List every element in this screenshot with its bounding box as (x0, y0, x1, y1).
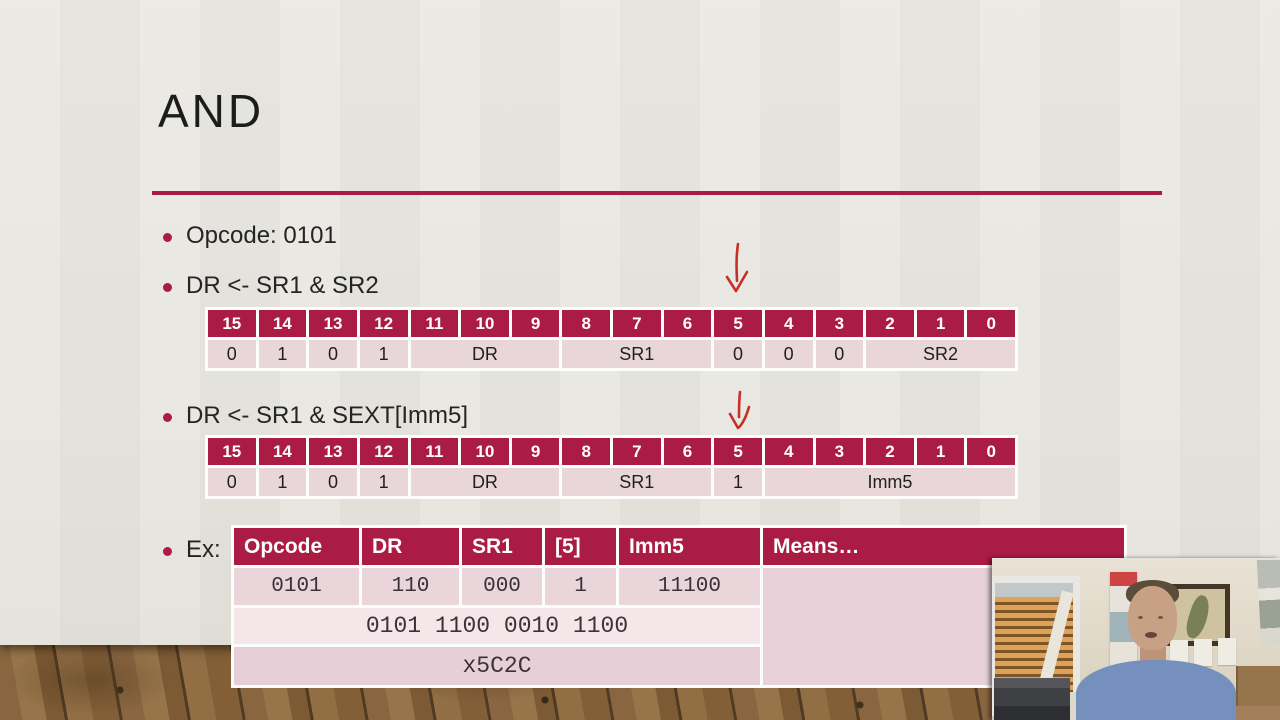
bit-number-cell: 15 (208, 438, 256, 465)
bitfield-table-immediate-form: 15 14 13 12 11 10 9 8 7 6 5 4 3 2 1 0 0 1 0 1 DR SR1 1 Imm5 (205, 435, 1018, 499)
example-cell-sr1: 000 (462, 568, 542, 605)
bit-value-cell: 1 (359, 340, 408, 368)
bit-number-cell: 10 (461, 310, 509, 337)
bit-number-cell: 3 (815, 438, 864, 465)
bit-value-cell: 0 (309, 340, 357, 368)
bullet-register-form: DR <- SR1 & SR2 (163, 272, 379, 300)
example-header-opcode: Opcode (234, 528, 359, 565)
bit-number-cell: 12 (359, 310, 408, 337)
bit-number-cell: 4 (764, 310, 813, 337)
bit-value-cell: 1 (714, 468, 762, 496)
bit-number-cell: 4 (764, 438, 813, 465)
bullet-opcode-label: Opcode: 0101 (186, 222, 337, 249)
bit-number-cell: 12 (359, 438, 408, 465)
bullet-immediate-form-label: DR <- SR1 & SEXT[Imm5] (186, 402, 469, 429)
bit-value-cell: 1 (258, 340, 307, 368)
bit-value-cell: 0 (714, 340, 762, 368)
bit-number-cell: 11 (410, 438, 459, 465)
example-cell-binary: 0101 1100 0010 1100 (234, 608, 760, 644)
bit-value-cell: 0 (309, 468, 357, 496)
slide-title: AND (158, 85, 265, 137)
bit-number-cell: 6 (663, 438, 712, 465)
bullet-immediate-form: DR <- SR1 & SEXT[Imm5] (163, 402, 468, 430)
pinned-paper (1194, 639, 1212, 666)
bit-number-cell: 7 (613, 310, 661, 337)
bit-value-cell: 1 (359, 468, 408, 496)
bullet-dot (163, 282, 172, 292)
bit-number-cell: 2 (866, 310, 914, 337)
example-cell-imm5: 11100 (619, 568, 760, 605)
bit-number-cell: 13 (309, 438, 357, 465)
bit-number-cell: 0 (967, 310, 1015, 337)
pinned-paper (1218, 638, 1236, 665)
bit-number-cell: 14 (258, 438, 307, 465)
bit-number-cell: 8 (562, 310, 610, 337)
bit-number-cell: 1 (916, 310, 965, 337)
bullet-dot (163, 232, 172, 242)
person-eye (1138, 616, 1143, 619)
example-header-dr: DR (362, 528, 459, 565)
example-header-imm5: Imm5 (619, 528, 760, 565)
person-mouth (1145, 632, 1157, 638)
example-table: Opcode DR SR1 [5] Imm5 Means… 0101 110 0… (231, 525, 1127, 688)
printer (994, 678, 1070, 720)
bit-number-cell: 0 (967, 438, 1015, 465)
bit-value-cell: SR1 (562, 468, 712, 496)
cardboard-box (1236, 666, 1280, 706)
red-arrow-down-icon (728, 390, 751, 430)
example-cell-dr: 110 (362, 568, 459, 605)
bit-number-cell: 7 (613, 438, 661, 465)
bit-number-cell: 9 (511, 310, 560, 337)
bit-number-cell: 8 (562, 438, 610, 465)
person-eye (1158, 616, 1163, 619)
bitfield-table-register-form: 15 14 13 12 11 10 9 8 7 6 5 4 3 2 1 0 0 1 0 1 DR SR1 0 0 0 SR2 (205, 307, 1018, 371)
example-cell-hex: x5C2C (234, 647, 760, 685)
example-cell-opcode: 0101 (234, 568, 359, 605)
bit-number-cell: 6 (663, 310, 712, 337)
bit-value-cell: DR (410, 468, 560, 496)
bullet-example-label: Ex: (186, 536, 221, 563)
bit-number-cell: 3 (815, 310, 864, 337)
bit-value-cell: 0 (208, 468, 256, 496)
bullet-example: Ex: (163, 536, 221, 564)
bit-value-cell: 0 (815, 340, 864, 368)
bit-value-cell: Imm5 (764, 468, 1015, 496)
bit-value-cell: 0 (764, 340, 813, 368)
bit-number-cell: 9 (511, 438, 560, 465)
bit-value-cell: SR2 (866, 340, 1015, 368)
bit-number-cell: 11 (410, 310, 459, 337)
bit-number-cell: 5 (714, 438, 762, 465)
title-divider-rule (152, 191, 1162, 195)
bit-number-cell: 10 (461, 438, 509, 465)
bullet-opcode: Opcode: 0101 (163, 222, 337, 250)
example-cell-bit5: 1 (545, 568, 616, 605)
wall-posters (1256, 560, 1280, 647)
bit-value-cell: 0 (208, 340, 256, 368)
bit-value-cell: 1 (258, 468, 307, 496)
bit-number-cell: 5 (714, 310, 762, 337)
example-header-bit5: [5] (545, 528, 616, 565)
bit-value-cell: DR (410, 340, 560, 368)
bit-number-cell: 15 (208, 310, 256, 337)
bit-number-cell: 13 (309, 310, 357, 337)
person-torso (1076, 660, 1236, 720)
bullet-register-form-label: DR <- SR1 & SR2 (186, 272, 379, 299)
person-face (1128, 586, 1177, 650)
example-header-sr1: SR1 (462, 528, 542, 565)
bullet-dot (163, 412, 172, 422)
bullet-dot (163, 546, 172, 556)
bit-value-cell: SR1 (562, 340, 712, 368)
bit-number-cell: 2 (866, 438, 914, 465)
bit-number-cell: 14 (258, 310, 307, 337)
bit-number-cell: 1 (916, 438, 965, 465)
red-arrow-down-icon (725, 242, 749, 293)
webcam-video-overlay (992, 558, 1280, 720)
